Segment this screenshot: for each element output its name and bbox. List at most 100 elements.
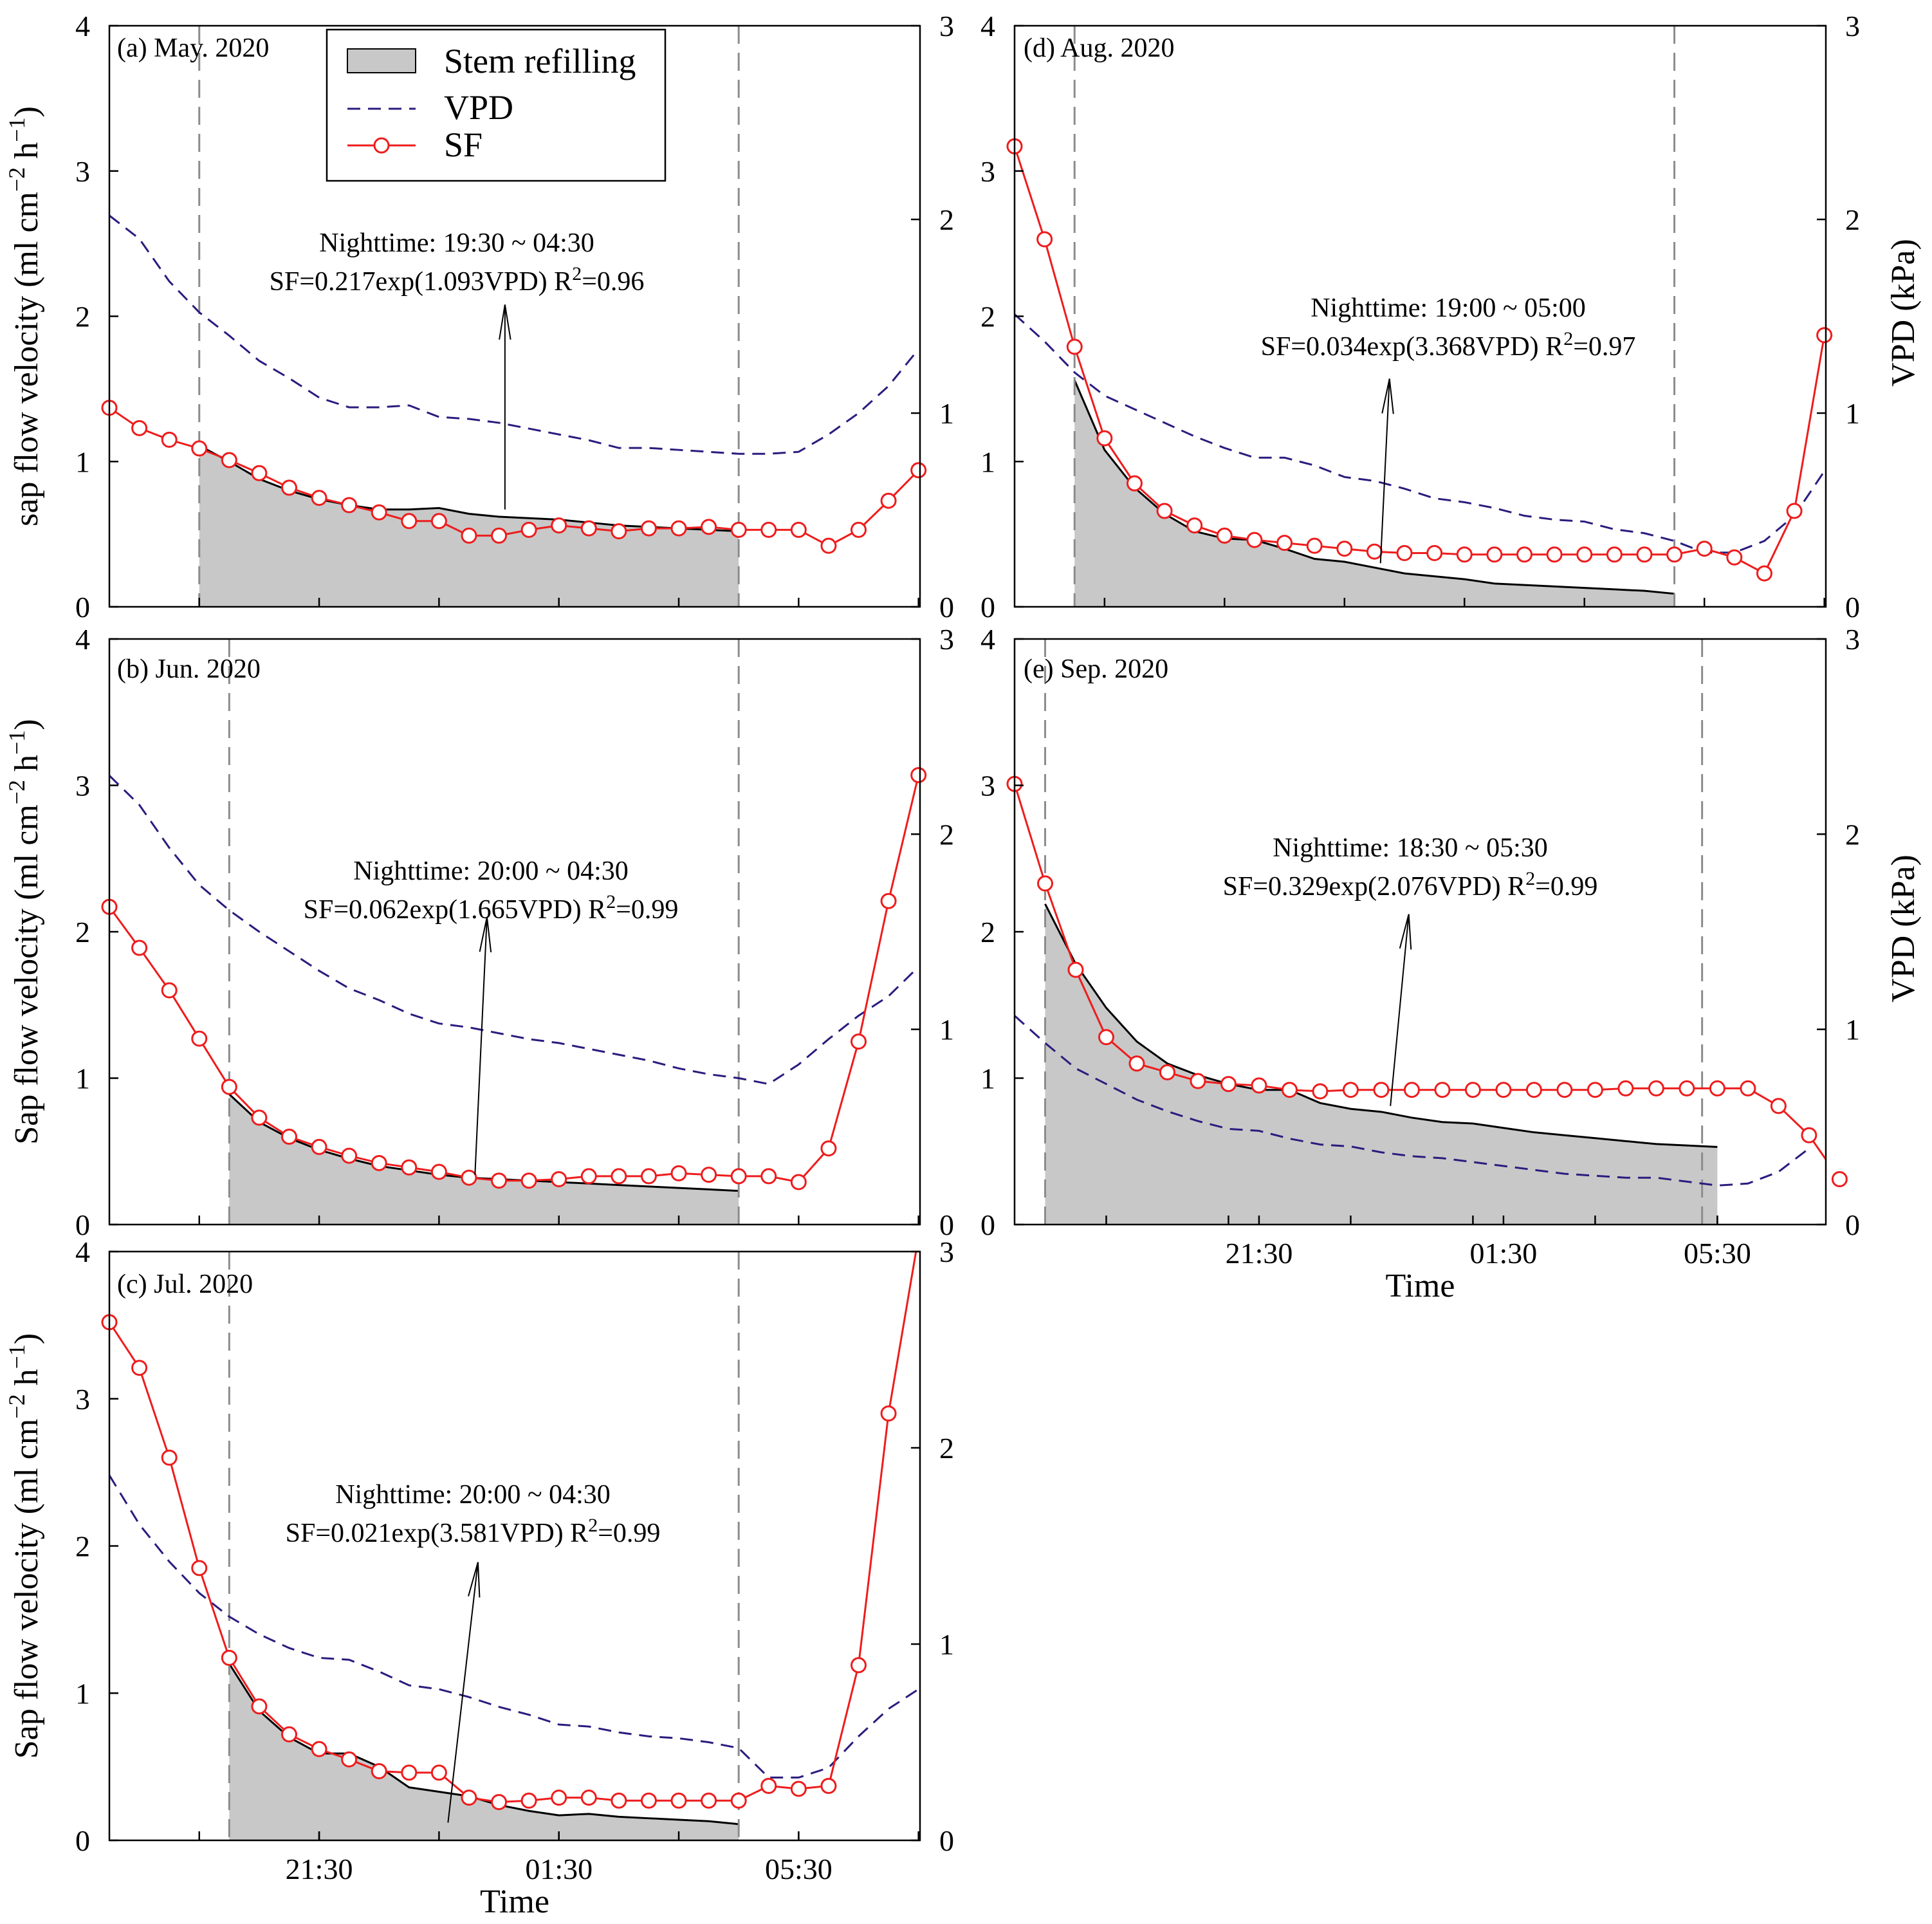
sf-point-d-12 [1366, 543, 1383, 560]
sf-point-c-22 [760, 1777, 777, 1794]
right-tick-label-e-1: 1 [1845, 1013, 1860, 1046]
annotation-nighttime-e: Nighttime: 18:30 ~ 05:30 [1273, 833, 1548, 863]
left-tick-label-a-2: 2 [75, 301, 90, 333]
sf-point-a-24 [820, 537, 837, 554]
sf-point-c-7 [311, 1741, 327, 1757]
sf-point-b-23 [790, 1174, 807, 1190]
sf-point-c-24 [820, 1777, 837, 1794]
sf-point-c-3 [191, 1560, 208, 1577]
left-tick-label-c-2: 2 [75, 1530, 90, 1563]
sf-point-e-15 [1464, 1082, 1481, 1098]
left-tick-label-a-3: 3 [75, 155, 90, 188]
sf-point-d-23 [1696, 541, 1713, 557]
left-tick-label-e-3: 3 [980, 770, 995, 802]
sf-point-e-20 [1617, 1080, 1634, 1096]
sf-point-e-6 [1190, 1073, 1206, 1089]
sf-point-e-25 [1770, 1098, 1787, 1115]
right-tick-label-d-1: 1 [1845, 397, 1860, 430]
sf-point-c-15 [551, 1790, 567, 1806]
legend: Stem refilling VPD SF [326, 28, 667, 182]
right-tick-label-c-0: 0 [939, 1824, 954, 1857]
left-tick-label-e-4: 4 [980, 623, 995, 656]
sf-point-a-3 [191, 440, 208, 457]
sf-point-a-20 [701, 519, 717, 535]
sf-point-a-16 [580, 520, 597, 537]
left-tick-label-b-3: 3 [75, 770, 90, 802]
left-tick-label-d-0: 0 [980, 591, 995, 624]
sf-point-d-7 [1216, 527, 1233, 544]
annotation-nighttime-d: Nighttime: 19:00 ~ 05:00 [1311, 293, 1586, 323]
sf-point-a-18 [640, 520, 657, 537]
sf-line-a [109, 407, 919, 547]
sf-point-a-19 [670, 520, 687, 537]
sf-point-c-19 [670, 1792, 687, 1809]
x-tick-label-e-2: 05:30 [1684, 1237, 1751, 1270]
sf-point-e-22 [1679, 1080, 1695, 1096]
left-tick-label-e-0: 0 [980, 1208, 995, 1241]
right-tick-label-b-0: 0 [939, 1208, 954, 1241]
sf-line-b [109, 775, 920, 1183]
sf-point-a-8 [341, 497, 358, 513]
panel-title-b: (b) Jun. 2020 [117, 654, 261, 684]
sf-point-b-2 [161, 982, 178, 999]
sf-point-a-14 [520, 521, 537, 538]
legend-sf-label: SF [444, 125, 483, 164]
sf-point-a-21 [730, 521, 747, 538]
sf-point-c-12 [461, 1790, 477, 1806]
sf-point-b-13 [491, 1172, 508, 1189]
sf-point-a-5 [251, 465, 268, 481]
right-tick-label-c-3: 3 [939, 1235, 954, 1268]
sf-point-c-5 [251, 1698, 268, 1715]
annotation-arrowhead-b [479, 917, 492, 953]
sf-point-e-26 [1801, 1127, 1817, 1143]
x-tick-label-e-1: 01:30 [1470, 1237, 1538, 1270]
sf-point-d-20 [1606, 546, 1623, 563]
sf-point-a-12 [461, 527, 477, 544]
sf-point-e-3 [1098, 1029, 1114, 1046]
panel-d: 0 1 2 3 4 0 1 2 3 (d) Aug. 2020 Nighttime: 19:00 ~… [980, 10, 1860, 624]
sf-point-d-21 [1636, 546, 1653, 563]
annotation-equation-d: SF=0.034exp(3.368VPD) R2=0.97 [1261, 328, 1636, 362]
vpd-line-d [1015, 313, 1825, 554]
y-axis-title-b: Sap flow velocity (ml cm−2 h−1) [4, 719, 45, 1145]
right-tick-label-e-2: 2 [1845, 818, 1860, 851]
sf-point-d-27 [1816, 327, 1833, 344]
right-tick-label-c-1: 1 [939, 1628, 954, 1661]
right-tick-label-c-2: 2 [939, 1432, 954, 1465]
sf-point-b-18 [640, 1168, 657, 1185]
sf-point-d-17 [1516, 546, 1532, 563]
sf-point-b-21 [730, 1168, 747, 1185]
sf-point-d-9 [1276, 535, 1293, 551]
sf-point-c-18 [640, 1792, 657, 1809]
right-tick-label-b-1: 1 [939, 1013, 954, 1046]
x-tick-label-e-0: 21:30 [1226, 1237, 1293, 1270]
sf-point-b-3 [191, 1030, 208, 1047]
sf-point-a-2 [161, 431, 178, 448]
sf-point-a-26 [880, 492, 897, 509]
sf-point-c-6 [281, 1726, 297, 1743]
left-tick-label-a-0: 0 [75, 591, 90, 624]
annotation-equation-b: SF=0.062exp(1.665VPD) R2=0.99 [304, 891, 679, 925]
sf-point-a-9 [371, 504, 387, 521]
annotation-arrow-d [1379, 378, 1390, 564]
sf-point-a-11 [430, 513, 447, 530]
sf-point-a-13 [491, 527, 508, 544]
x-axis-title-c: Time [480, 1883, 549, 1920]
vpd-axis-title-e: VPD (kPa) [1885, 855, 1922, 1003]
sf-point-c-2 [161, 1449, 178, 1466]
vpd-line-a [109, 214, 919, 455]
sf-point-a-1 [131, 420, 148, 436]
sf-point-d-24 [1726, 549, 1743, 566]
sf-point-b-25 [851, 1033, 867, 1050]
refill-area-a [199, 445, 739, 607]
annotation-arrowhead-c [468, 1562, 481, 1598]
x-axis-title-e: Time [1386, 1268, 1455, 1304]
annotation-arrow-c [447, 1562, 479, 1823]
sf-point-b-11 [430, 1163, 447, 1180]
sf-point-c-20 [701, 1792, 717, 1809]
panel-title-a: (a) May. 2020 [117, 33, 269, 63]
annotation-arrow-e [1390, 914, 1410, 1106]
sf-point-e-5 [1159, 1064, 1175, 1080]
